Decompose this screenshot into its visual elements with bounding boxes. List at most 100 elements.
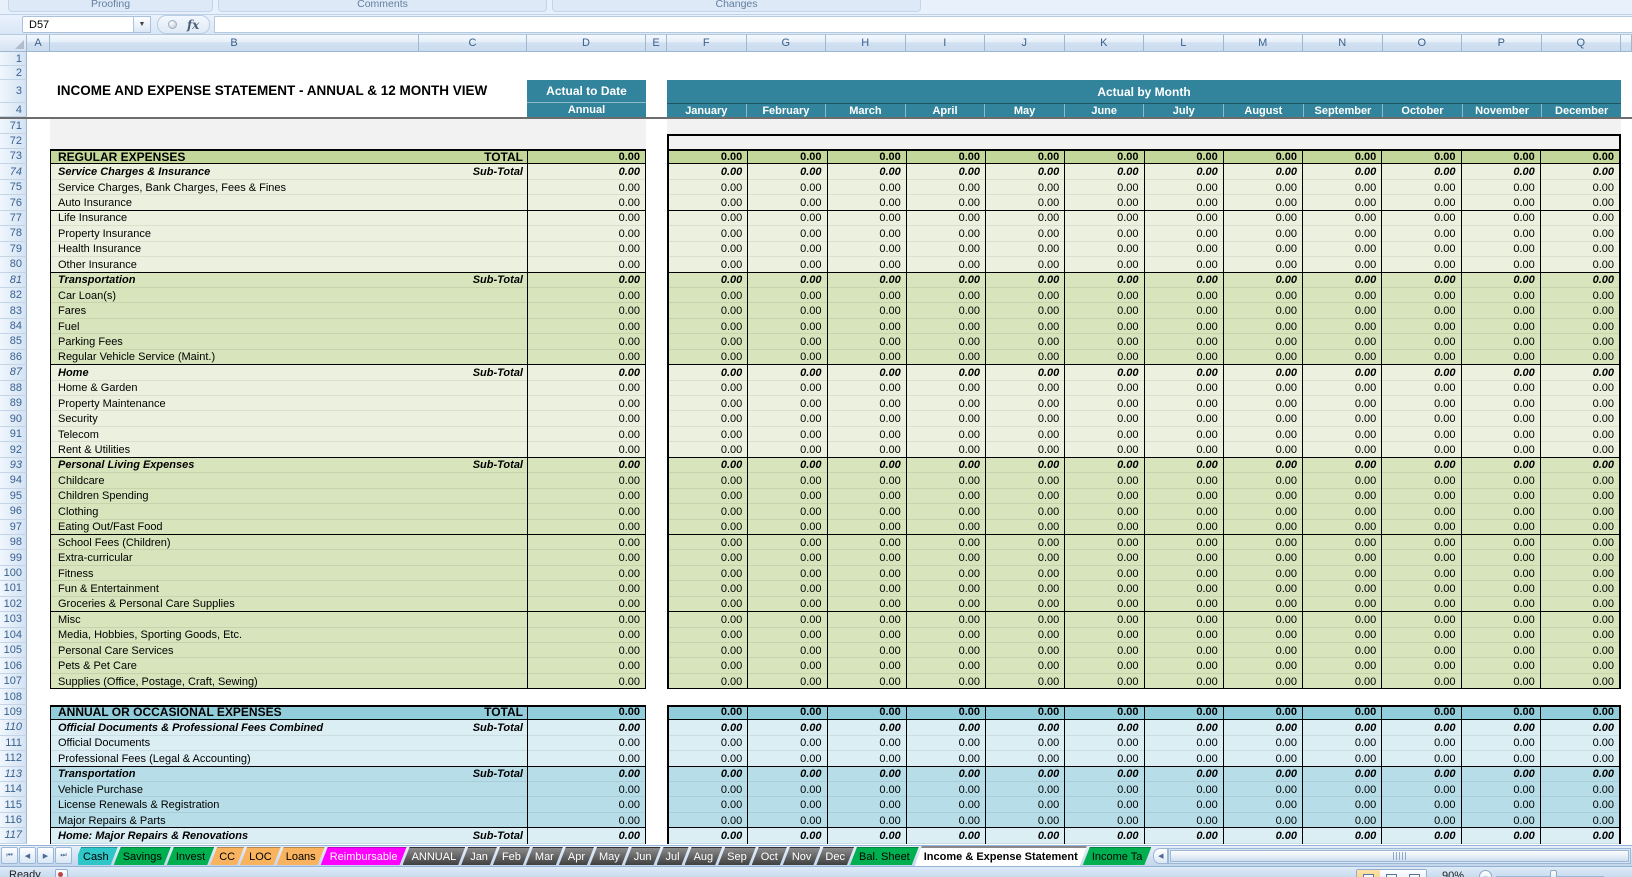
- cell-B109[interactable]: ANNUAL OR OCCASIONAL EXPENSES TOTAL: [50, 704, 527, 721]
- row-header-92[interactable]: 92: [0, 442, 27, 458]
- cell-L77[interactable]: 0.00: [1145, 210, 1224, 227]
- cell-P88[interactable]: 0.00: [1462, 380, 1541, 396]
- cell-I105[interactable]: 0.00: [907, 643, 986, 659]
- cell-O110[interactable]: 0.00: [1382, 720, 1462, 736]
- cell-I84[interactable]: 0.00: [907, 318, 986, 335]
- cell-F74[interactable]: 0.00: [669, 164, 749, 180]
- cell-I82[interactable]: 0.00: [907, 287, 986, 304]
- cell-D99[interactable]: 0.00: [527, 550, 646, 566]
- cell-M105[interactable]: 0.00: [1224, 643, 1303, 659]
- cell-F110[interactable]: 0.00: [669, 720, 749, 736]
- cell-M87[interactable]: 0.00: [1224, 365, 1303, 381]
- cell-I103[interactable]: 0.00: [907, 612, 986, 628]
- cell-Q101[interactable]: 0.00: [1592, 582, 1614, 595]
- cell-A80[interactable]: [27, 257, 50, 272]
- cell-J86[interactable]: 0.00: [986, 349, 1066, 366]
- cell-A87[interactable]: [27, 365, 50, 380]
- cell-D76[interactable]: 0.00: [527, 195, 646, 211]
- row-header-103[interactable]: 103: [0, 612, 27, 628]
- cell-H95[interactable]: 0.00: [828, 488, 907, 505]
- cell-F103[interactable]: 0.00: [669, 612, 749, 628]
- cell-K115[interactable]: 0.00: [1065, 797, 1145, 813]
- cell-A76[interactable]: [27, 195, 50, 210]
- cell-A104[interactable]: [27, 628, 50, 643]
- month-header-october[interactable]: October: [1383, 104, 1463, 117]
- cell-E109[interactable]: [646, 705, 667, 720]
- cell-L85[interactable]: 0.00: [1145, 334, 1224, 350]
- cell-J79[interactable]: 0.00: [986, 241, 1066, 258]
- cell-G98[interactable]: 0.00: [748, 534, 828, 551]
- cell-P83[interactable]: 0.00: [1462, 303, 1541, 319]
- cell-E80[interactable]: [646, 257, 667, 272]
- cell-B85[interactable]: Parking Fees: [50, 334, 527, 350]
- cell-D88[interactable]: 0.00: [527, 380, 646, 396]
- cell-L104[interactable]: 0.00: [1145, 627, 1224, 643]
- cell-O83[interactable]: 0.00: [1382, 303, 1462, 319]
- cell-G116[interactable]: 0.00: [748, 812, 828, 829]
- cell-D95[interactable]: 0.00: [527, 488, 646, 505]
- sheet-tab-loc[interactable]: LOC: [240, 847, 281, 865]
- cell-J82[interactable]: 0.00: [986, 287, 1066, 304]
- tab-first-button[interactable]: ⏮: [1, 847, 18, 864]
- column-header-J[interactable]: J: [985, 35, 1065, 51]
- cell-F87[interactable]: 0.00: [669, 365, 749, 381]
- cell-I89[interactable]: 0.00: [907, 396, 986, 412]
- cell-M78[interactable]: 0.00: [1224, 226, 1303, 242]
- cell-H82[interactable]: 0.00: [828, 287, 907, 304]
- cell-Q115[interactable]: 0.00: [1592, 799, 1614, 812]
- cell-H79[interactable]: 0.00: [828, 241, 907, 258]
- cell-B78[interactable]: Property Insurance: [50, 226, 527, 242]
- cell-L112[interactable]: 0.00: [1145, 751, 1224, 767]
- cell-K106[interactable]: 0.00: [1065, 658, 1145, 674]
- cell-E88[interactable]: [646, 381, 667, 396]
- row-header-91[interactable]: 91: [0, 426, 27, 443]
- cell-F100[interactable]: 0.00: [669, 565, 749, 582]
- cell-O105[interactable]: 0.00: [1382, 643, 1462, 659]
- cell-N91[interactable]: 0.00: [1303, 426, 1383, 443]
- cell-D102[interactable]: 0.00: [527, 596, 646, 613]
- cell-M97[interactable]: 0.00: [1224, 519, 1303, 535]
- row-header-84[interactable]: 84: [0, 318, 27, 335]
- cell-E76[interactable]: [646, 195, 667, 210]
- cell-G117[interactable]: 0.00: [748, 828, 828, 844]
- cell-H102[interactable]: 0.00: [828, 596, 907, 613]
- row-header-112[interactable]: 112: [0, 751, 27, 767]
- cell-B101[interactable]: Fun & Entertainment: [50, 581, 527, 597]
- cell-Q78[interactable]: 0.00: [1592, 227, 1614, 240]
- cell-J93[interactable]: 0.00: [986, 457, 1066, 474]
- sheet-tab-invest[interactable]: Invest: [167, 847, 214, 865]
- cell-N117[interactable]: 0.00: [1303, 828, 1383, 844]
- cell-P93[interactable]: 0.00: [1462, 457, 1541, 474]
- cell-G77[interactable]: 0.00: [748, 210, 828, 227]
- horizontal-scrollbar-thumb[interactable]: [1170, 850, 1629, 862]
- cell-G75[interactable]: 0.00: [748, 179, 828, 196]
- cell-G101[interactable]: 0.00: [748, 581, 828, 597]
- cell-M95[interactable]: 0.00: [1224, 488, 1303, 505]
- cell-M90[interactable]: 0.00: [1224, 411, 1303, 427]
- cell-M106[interactable]: 0.00: [1224, 658, 1303, 674]
- actual-to-date-header[interactable]: Actual to Date: [527, 80, 646, 103]
- cell-Q92[interactable]: 0.00: [1592, 444, 1614, 457]
- cell-P73[interactable]: 0.00: [1462, 149, 1541, 165]
- cell-O77[interactable]: 0.00: [1382, 210, 1462, 227]
- sheet-tab-may[interactable]: May: [590, 847, 629, 865]
- cell-E91[interactable]: [646, 427, 667, 442]
- cell-B100[interactable]: Fitness: [50, 565, 527, 582]
- cell-A4[interactable]: [27, 103, 50, 117]
- cell-F89[interactable]: 0.00: [669, 396, 749, 412]
- cell-A81[interactable]: [27, 273, 50, 288]
- cell-B3[interactable]: INCOME AND EXPENSE STATEMENT - ANNUAL & …: [50, 80, 527, 103]
- cell-E71[interactable]: [646, 119, 667, 134]
- cell-N114[interactable]: 0.00: [1303, 781, 1383, 798]
- cell-I76[interactable]: 0.00: [907, 195, 986, 211]
- cell-J84[interactable]: 0.00: [986, 318, 1066, 335]
- cell-N75[interactable]: 0.00: [1303, 179, 1383, 196]
- cell-D81[interactable]: 0.00: [527, 272, 646, 288]
- column-header-A[interactable]: A: [27, 35, 50, 51]
- cell-L106[interactable]: 0.00: [1145, 658, 1224, 674]
- cell-I107[interactable]: 0.00: [907, 673, 986, 690]
- row-header-93[interactable]: 93: [0, 457, 27, 474]
- cell-P99[interactable]: 0.00: [1462, 550, 1541, 566]
- cell-F105[interactable]: 0.00: [669, 643, 749, 659]
- cell-O81[interactable]: 0.00: [1382, 272, 1462, 288]
